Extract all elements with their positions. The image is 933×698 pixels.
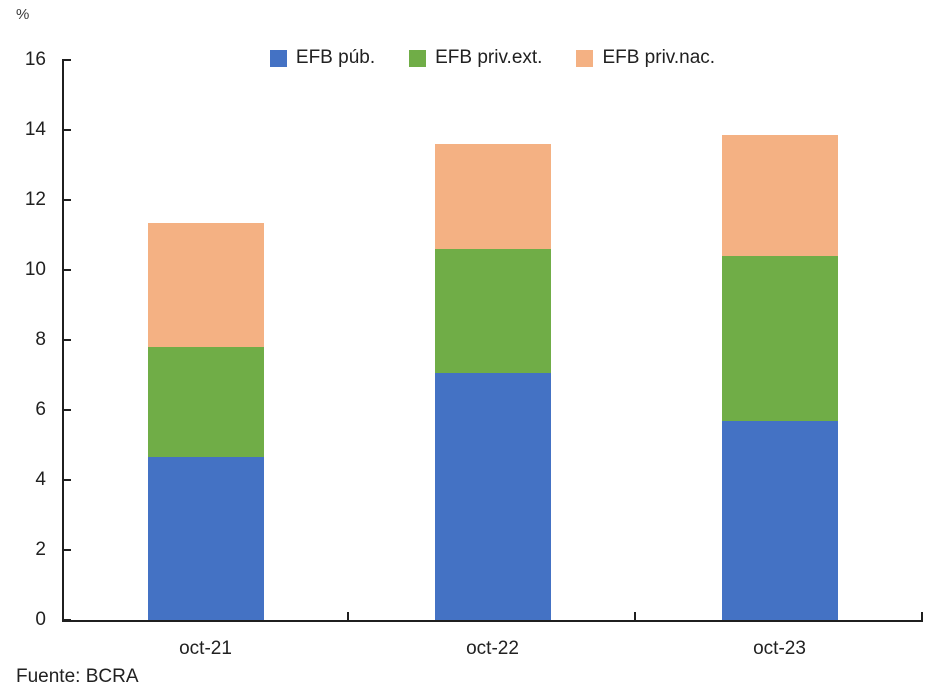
y-tick-label: 16 [24, 49, 46, 70]
legend-swatch-icon [409, 49, 427, 67]
y-tick-label: 12 [24, 189, 46, 210]
legend: EFB púb. EFB priv.ext. EFB priv.nac. [62, 47, 923, 69]
x-tick-mark [921, 612, 923, 620]
bar-oct-21-segment-efb-priv-nac- [147, 222, 264, 347]
x-category-label: oct-21 [179, 638, 232, 659]
legend-item-efb-priv-ext-: EFB priv.ext. [409, 47, 542, 69]
y-tick-mark [62, 479, 71, 481]
y-tick-mark [62, 129, 71, 131]
y-tick-label: 10 [24, 259, 46, 280]
x-tick-mark [347, 612, 349, 620]
legend-item-efb-priv-nac-: EFB priv.nac. [576, 47, 715, 69]
x-category-label: oct-23 [753, 638, 806, 659]
legend-label: EFB priv.nac. [602, 47, 716, 68]
y-tick-label: 8 [35, 329, 46, 350]
y-tick-label: 14 [24, 119, 46, 140]
bar-oct-21-segment-efb-priv-ext- [147, 347, 264, 458]
y-axis-unit-label: % [16, 6, 30, 23]
bar-oct-22-segment-efb-priv-ext- [434, 249, 551, 374]
legend-swatch-icon [269, 49, 287, 67]
y-tick-mark [62, 199, 71, 201]
bar-oct-22-segment-efb-priv-nac- [434, 144, 551, 249]
y-tick-mark [62, 549, 71, 551]
y-tick-mark [62, 269, 71, 271]
y-tick-label: 0 [35, 609, 46, 630]
y-tick-mark [62, 409, 71, 411]
legend-item-efb-p-b-: EFB púb. [269, 47, 376, 69]
x-tick-mark [634, 612, 636, 620]
bar-oct-23-segment-efb-p-b- [721, 420, 838, 620]
y-tick-mark [62, 619, 71, 621]
y-tick-label: 4 [35, 469, 46, 490]
bar-oct-23-segment-efb-priv-nac- [721, 135, 838, 256]
source-note: Fuente: BCRA [16, 666, 139, 687]
legend-swatch-icon [576, 49, 594, 67]
y-tick-mark [62, 339, 71, 341]
axis-frame [62, 60, 923, 622]
bar-oct-22-segment-efb-p-b- [434, 373, 551, 620]
y-tick-mark [62, 59, 71, 61]
legend-label: EFB púb. [295, 47, 376, 68]
x-category-label: oct-22 [466, 638, 519, 659]
legend-label: EFB priv.ext. [435, 47, 543, 68]
bar-oct-21-segment-efb-p-b- [147, 457, 264, 620]
y-tick-label: 6 [35, 399, 46, 420]
y-tick-label: 2 [35, 539, 46, 560]
bar-oct-23-segment-efb-priv-ext- [721, 256, 838, 421]
